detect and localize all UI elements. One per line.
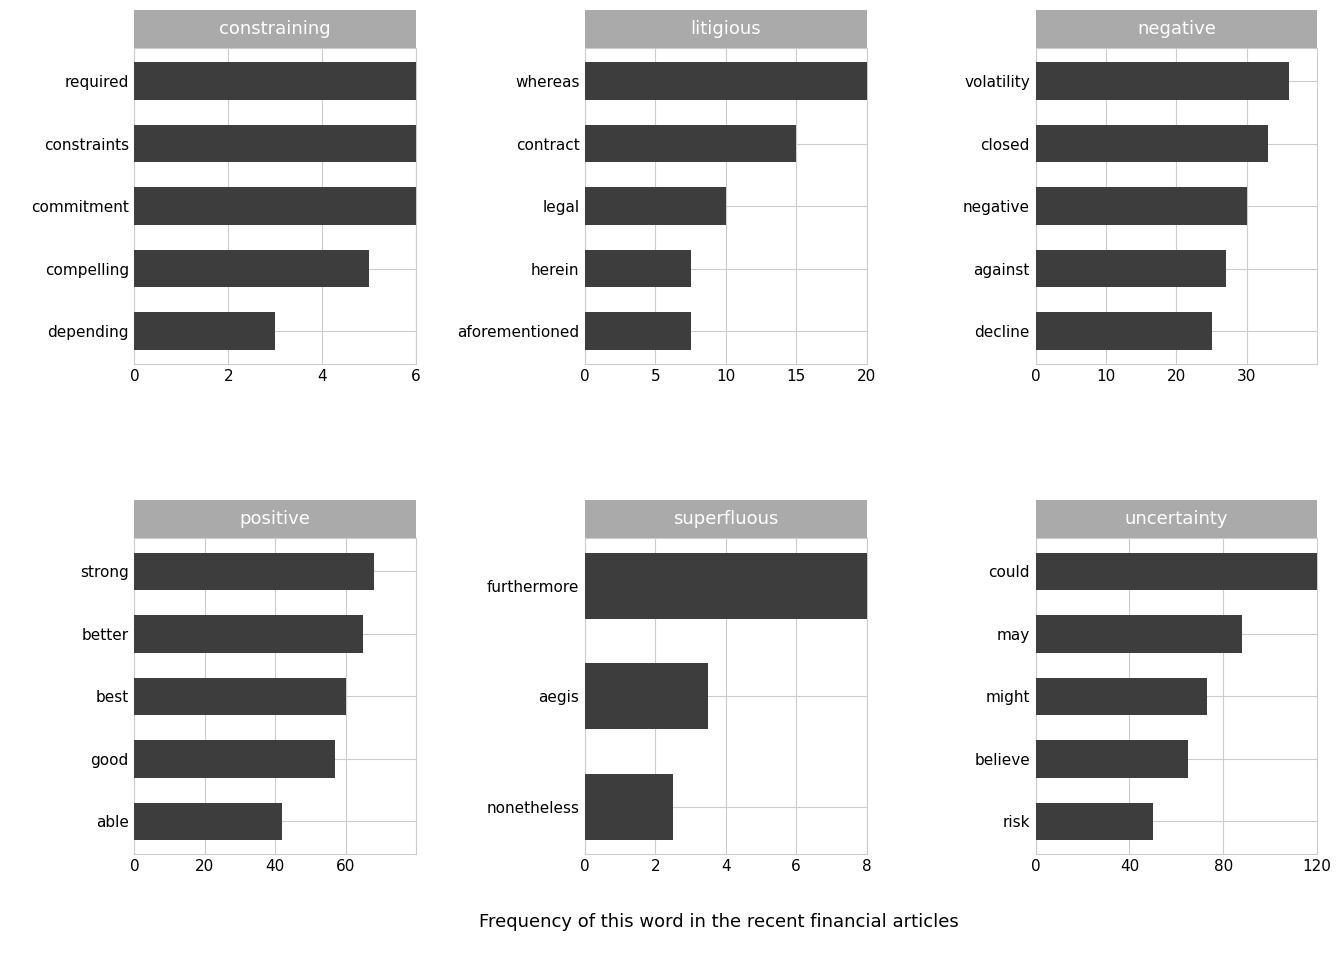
Text: superfluous: superfluous (673, 510, 778, 528)
Bar (585, 250, 691, 287)
Text: Frequency of this word in the recent financial articles: Frequency of this word in the recent fin… (480, 913, 958, 931)
Bar (585, 663, 708, 730)
FancyBboxPatch shape (1035, 500, 1317, 539)
Bar (134, 678, 345, 715)
Bar (134, 615, 363, 653)
Bar (134, 740, 335, 778)
Bar (134, 803, 282, 840)
Bar (1035, 615, 1242, 653)
Bar (134, 187, 417, 225)
Bar (1035, 553, 1317, 590)
Bar (134, 125, 417, 162)
Bar (1035, 125, 1267, 162)
FancyBboxPatch shape (1035, 10, 1317, 48)
Bar (134, 312, 276, 349)
Bar (1035, 187, 1247, 225)
Bar (585, 62, 880, 100)
Bar (1035, 678, 1207, 715)
Text: uncertainty: uncertainty (1125, 510, 1228, 528)
Bar (585, 187, 726, 225)
Bar (585, 553, 867, 619)
Text: constraining: constraining (219, 20, 331, 38)
Bar (134, 553, 374, 590)
Text: negative: negative (1137, 20, 1216, 38)
FancyBboxPatch shape (134, 10, 417, 48)
Bar (1035, 740, 1188, 778)
FancyBboxPatch shape (585, 500, 867, 539)
Bar (134, 62, 417, 100)
Bar (585, 312, 691, 349)
Bar (134, 250, 370, 287)
Bar (1035, 803, 1153, 840)
Text: litigious: litigious (691, 20, 761, 38)
Bar (1035, 62, 1289, 100)
FancyBboxPatch shape (134, 500, 417, 539)
FancyBboxPatch shape (585, 10, 867, 48)
Bar (585, 125, 796, 162)
Bar (1035, 250, 1226, 287)
Bar (1035, 312, 1211, 349)
Text: positive: positive (239, 510, 310, 528)
Bar (585, 774, 673, 840)
